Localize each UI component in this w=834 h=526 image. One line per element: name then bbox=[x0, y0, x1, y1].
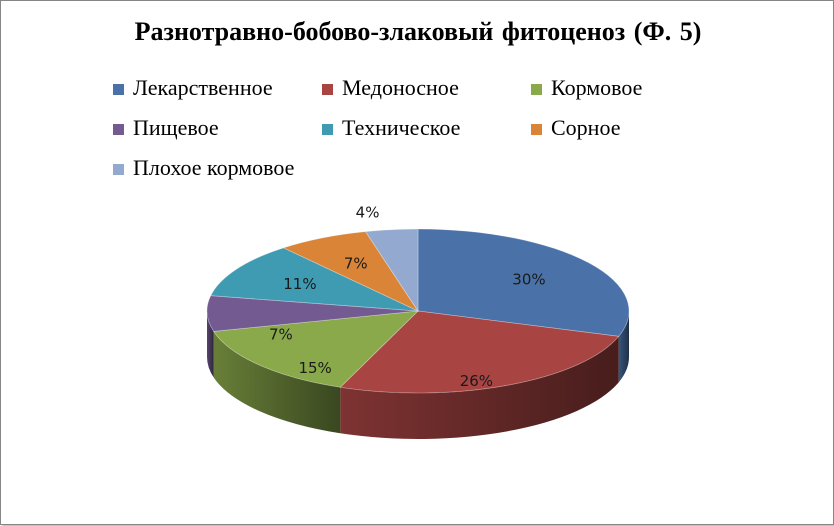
legend-label: Медоносное bbox=[342, 75, 459, 100]
pie-tops bbox=[206, 228, 630, 394]
legend-label: Пищевое bbox=[133, 115, 219, 140]
legend-label: Кормовое bbox=[551, 75, 643, 100]
chart-title: Разнотравно-бобово-злаковый фитоценоз (Ф… bbox=[134, 17, 702, 46]
data-label: 7% bbox=[344, 255, 368, 273]
legend-label: Плохое кормовое bbox=[133, 155, 295, 180]
pie-slice-side bbox=[213, 331, 341, 434]
legend-swatch bbox=[322, 124, 333, 135]
legend-swatch bbox=[322, 84, 333, 95]
legend-label: Лекарственное bbox=[133, 75, 273, 100]
legend-swatch bbox=[113, 124, 124, 135]
pie-slice bbox=[212, 310, 420, 388]
pie-slice bbox=[282, 231, 420, 312]
legend-label: Сорное bbox=[551, 115, 621, 140]
pie-slice bbox=[339, 310, 620, 394]
pie-slice-side bbox=[618, 311, 629, 383]
pie-slice-side bbox=[340, 336, 619, 439]
legend-swatch bbox=[113, 84, 124, 95]
data-label: 15% bbox=[298, 359, 331, 377]
data-label: 30% bbox=[512, 271, 545, 289]
data-label: 4% bbox=[356, 204, 380, 222]
legend-swatch bbox=[531, 84, 542, 95]
data-label: 7% bbox=[269, 326, 293, 344]
legend-swatch bbox=[113, 164, 124, 175]
pie-slice bbox=[364, 228, 419, 313]
pie-slice bbox=[206, 295, 419, 332]
data-labels: 30% 26% 15% 7% 11% 7% 4% bbox=[269, 204, 546, 391]
legend-swatch bbox=[531, 124, 542, 135]
pie-slice bbox=[210, 247, 419, 312]
pie-sides bbox=[207, 311, 629, 439]
data-label: 26% bbox=[460, 372, 493, 390]
pie-slice bbox=[417, 228, 630, 337]
legend-label: Техническое bbox=[342, 115, 461, 140]
data-label: 11% bbox=[283, 275, 316, 293]
pie-slice-side bbox=[207, 311, 214, 378]
